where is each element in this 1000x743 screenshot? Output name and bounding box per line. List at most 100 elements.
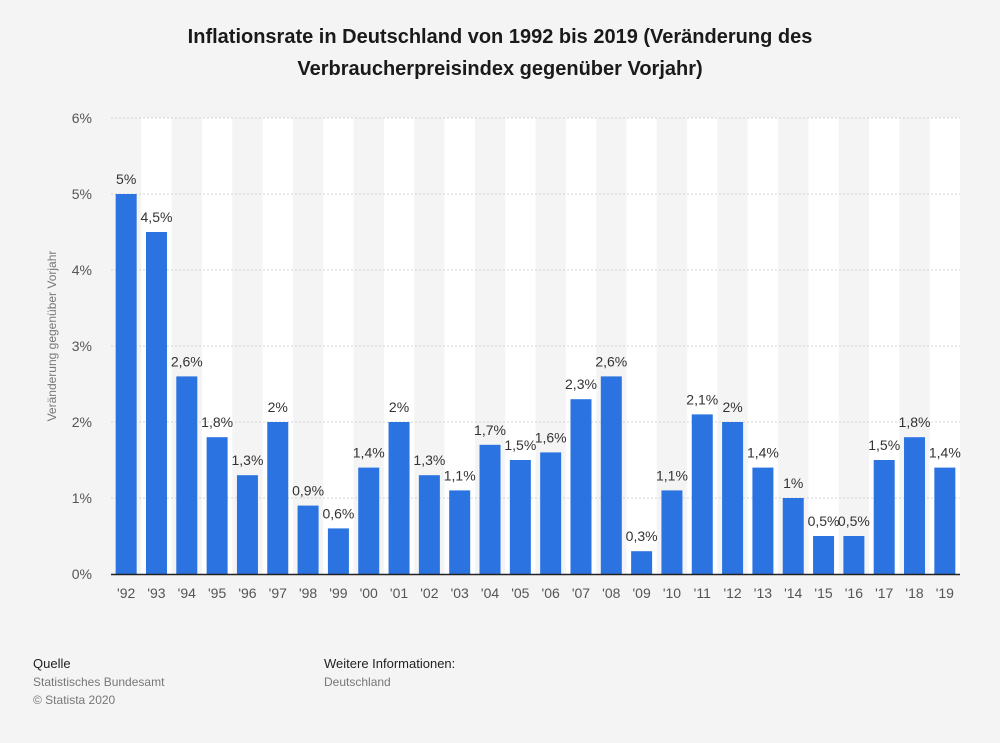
data-label: 1,8% <box>201 414 233 430</box>
x-tick-label: '02 <box>420 585 438 601</box>
x-tick-label: '19 <box>936 585 954 601</box>
bar[interactable] <box>600 376 622 574</box>
x-tick-label: '17 <box>875 585 893 601</box>
y-tick-label: 5% <box>72 186 92 202</box>
bar[interactable] <box>176 376 198 574</box>
data-label: 1,1% <box>656 467 688 483</box>
data-label: 2,6% <box>171 353 203 369</box>
x-tick-label: '99 <box>329 585 347 601</box>
x-tick-label: '94 <box>178 585 196 601</box>
y-tick-label: 4% <box>72 262 92 278</box>
data-label: 1,3% <box>413 452 445 468</box>
y-tick-label: 0% <box>72 566 92 582</box>
chart-title: Inflationsrate in Deutschland von 1992 b… <box>187 26 813 80</box>
data-label: 1,4% <box>747 445 779 461</box>
data-label: 0,5% <box>838 513 870 529</box>
data-label: 2,1% <box>686 391 718 407</box>
bar[interactable] <box>206 437 228 574</box>
y-axis-title: Veränderung gegenüber Vorjahr <box>45 251 59 422</box>
bar[interactable] <box>691 414 713 574</box>
x-tick-label: '07 <box>572 585 590 601</box>
data-label: 2,3% <box>565 376 597 392</box>
bar[interactable] <box>570 399 592 574</box>
x-tick-label: '96 <box>238 585 256 601</box>
bar[interactable] <box>722 422 744 574</box>
data-label: 0,9% <box>292 483 324 499</box>
info-heading: Weitere Informationen: <box>324 656 456 671</box>
copyright-text[interactable]: © Statista 2020 <box>33 693 116 707</box>
x-tick-label: '04 <box>481 585 499 601</box>
bar[interactable] <box>509 460 531 574</box>
data-label: 2% <box>722 399 742 415</box>
bar[interactable] <box>661 490 683 574</box>
bar[interactable] <box>388 422 410 574</box>
x-tick-label: '08 <box>602 585 620 601</box>
data-label: 2% <box>389 399 409 415</box>
data-label: 1,7% <box>474 422 506 438</box>
data-label: 1,3% <box>231 452 263 468</box>
data-label: 5% <box>116 171 136 187</box>
x-tick-label: '01 <box>390 585 408 601</box>
x-tick-label: '00 <box>360 585 378 601</box>
bar[interactable] <box>813 536 835 574</box>
x-tick-label: '98 <box>299 585 317 601</box>
bar[interactable] <box>843 536 865 574</box>
source-text[interactable]: Statistisches Bundesamt <box>33 675 165 689</box>
data-label: 1,8% <box>899 414 931 430</box>
data-label: 4,5% <box>141 209 173 225</box>
x-tick-label: '16 <box>845 585 863 601</box>
x-tick-label: '06 <box>542 585 560 601</box>
data-label: 1,1% <box>444 467 476 483</box>
bar[interactable] <box>418 475 440 574</box>
bar[interactable] <box>449 490 471 574</box>
x-tick-label: '09 <box>633 585 651 601</box>
info-text[interactable]: Deutschland <box>324 675 391 689</box>
x-tick-label: '10 <box>663 585 681 601</box>
bar[interactable] <box>873 460 895 574</box>
x-tick-label: '97 <box>269 585 287 601</box>
bar[interactable] <box>297 505 319 574</box>
source-heading: Quelle <box>33 656 71 671</box>
bar[interactable] <box>115 194 137 574</box>
data-label: 1,5% <box>504 437 536 453</box>
bar[interactable] <box>904 437 926 574</box>
y-tick-label: 3% <box>72 338 92 354</box>
x-tick-label: '14 <box>784 585 802 601</box>
bar[interactable] <box>934 467 956 574</box>
x-tick-label: '11 <box>694 585 711 601</box>
x-tick-label: '92 <box>117 585 135 601</box>
x-tick-label: '18 <box>905 585 923 601</box>
x-tick-label: '13 <box>754 585 772 601</box>
data-label: 1,5% <box>868 437 900 453</box>
x-tick-label: '12 <box>723 585 741 601</box>
data-label: 0,3% <box>626 528 658 544</box>
bar[interactable] <box>782 498 804 574</box>
y-tick-label: 1% <box>72 490 92 506</box>
data-label: 1% <box>783 475 803 491</box>
data-label: 0,6% <box>322 505 354 521</box>
y-tick-label: 6% <box>72 110 92 126</box>
bar[interactable] <box>145 232 167 574</box>
info-block: Weitere Informationen: Deutschland <box>324 655 455 691</box>
data-label: 2,6% <box>595 353 627 369</box>
bar[interactable] <box>540 452 562 574</box>
bar[interactable] <box>327 528 349 574</box>
x-tick-label: '95 <box>208 585 226 601</box>
data-label: 0,5% <box>808 513 840 529</box>
y-tick-label: 2% <box>72 414 92 430</box>
bar[interactable] <box>752 467 774 574</box>
x-tick-label: '93 <box>147 585 165 601</box>
x-tick-label: '15 <box>814 585 832 601</box>
bar[interactable] <box>236 475 258 574</box>
data-label: 1,4% <box>353 445 385 461</box>
bar[interactable] <box>267 422 289 574</box>
data-label: 2% <box>268 399 288 415</box>
bar[interactable] <box>631 551 653 574</box>
x-tick-label: '05 <box>511 585 529 601</box>
data-label: 1,4% <box>929 445 961 461</box>
x-tick-label: '03 <box>451 585 469 601</box>
data-label: 1,6% <box>535 429 567 445</box>
bar[interactable] <box>479 444 501 574</box>
bar[interactable] <box>358 467 380 574</box>
